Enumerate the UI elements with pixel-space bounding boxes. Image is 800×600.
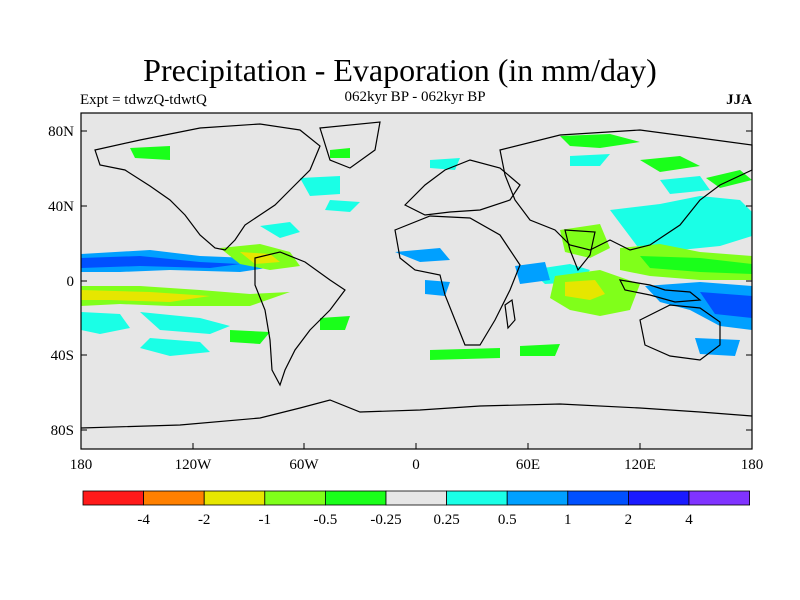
anomaly-patch (570, 154, 610, 166)
colorbar (82, 490, 750, 506)
map-subtitle: 062kyr BP - 062kyr BP (344, 89, 486, 105)
colorbar-label: -2 (198, 512, 211, 528)
coastline-north-america (94, 123, 321, 251)
anomaly-patch (140, 312, 230, 334)
anomaly-patch (430, 348, 500, 360)
lon-tick-label: 0 (412, 457, 420, 473)
coastlines (80, 121, 753, 429)
lat-tick-label: 80N (48, 124, 74, 140)
coastline-asia (499, 129, 753, 251)
lat-tick-label: 40N (48, 199, 74, 215)
colorbar-swatch (385, 490, 447, 506)
colorbar-label: 0.25 (433, 512, 459, 528)
colorbar-label: -1 (259, 512, 272, 528)
anomaly-patch (565, 280, 605, 300)
anomaly-patch (81, 256, 240, 268)
lon-tick-label: 120E (624, 457, 656, 473)
anomaly-patch (560, 224, 610, 258)
coastline-indonesia (618, 279, 702, 303)
axis-ticks (81, 130, 752, 449)
anomaly-patch (320, 316, 350, 330)
coastline-africa (394, 215, 521, 346)
anomaly-patch (515, 262, 550, 284)
coastline-south-america (254, 251, 346, 387)
colorbar-swatch (82, 490, 144, 506)
lat-tick-label: 40S (51, 348, 74, 364)
colorbar-label: 0.5 (498, 512, 517, 528)
anomaly-patch (700, 292, 752, 318)
colorbar-label: -0.25 (370, 512, 401, 528)
colorbar-swatch (324, 490, 387, 506)
colorbar-swatch (264, 490, 326, 506)
anomaly-patch (706, 170, 752, 188)
coastline-greenland (319, 121, 381, 169)
lat-tick-label: 0 (67, 274, 75, 290)
season-label: JJA (726, 92, 752, 108)
anomaly-patch (325, 200, 360, 212)
map-background (81, 113, 752, 449)
anomaly-patch (430, 158, 460, 170)
colorbar-label: 2 (625, 512, 633, 528)
coastline-india (564, 229, 596, 272)
coastline-australia (639, 304, 721, 361)
anomaly-patch (560, 134, 640, 148)
colorbar-label: -0.5 (314, 512, 338, 528)
anomaly-patch (230, 330, 270, 344)
colorbar-label: 4 (685, 512, 693, 528)
anomaly-patch (660, 176, 710, 194)
anomaly-patch (300, 176, 340, 196)
anomaly-patch (640, 156, 700, 172)
coastline-europe (403, 159, 521, 216)
anomaly-patch (395, 248, 450, 262)
map-title: Precipitation - Evaporation (in mm/day) (143, 52, 657, 88)
colorbar-swatch (143, 490, 205, 506)
anomaly-patch (81, 312, 130, 334)
coastline-antarctica (80, 399, 753, 429)
colorbar-swatch (446, 490, 508, 506)
lat-tick-label: 80S (51, 423, 74, 439)
colorbar-swatch (567, 490, 629, 506)
colorbar-swatch (506, 490, 569, 506)
coastline-madagascar (504, 298, 516, 330)
anomaly-patch (260, 222, 300, 238)
colorbar-label: 1 (564, 512, 572, 528)
lon-tick-label: 180 (70, 457, 93, 473)
lon-tick-label: 60W (289, 457, 319, 473)
lon-tick-label: 120W (175, 457, 213, 473)
experiment-label: Expt = tdwzQ-tdwtQ (80, 92, 207, 108)
colorbar-label: -4 (137, 512, 150, 528)
anomaly-patch (140, 338, 210, 356)
colorbar-swatch (628, 490, 690, 506)
anomaly-patch (81, 290, 210, 302)
anomaly-patch (330, 148, 350, 158)
colorbar-swatch (203, 490, 266, 506)
lon-tick-label: 60E (516, 457, 540, 473)
colorbar-swatch (688, 490, 750, 506)
anomaly-patch (520, 344, 560, 356)
lon-tick-label: 180 (741, 457, 764, 473)
anomaly-patch (640, 256, 752, 274)
anomaly-patch (130, 146, 170, 160)
